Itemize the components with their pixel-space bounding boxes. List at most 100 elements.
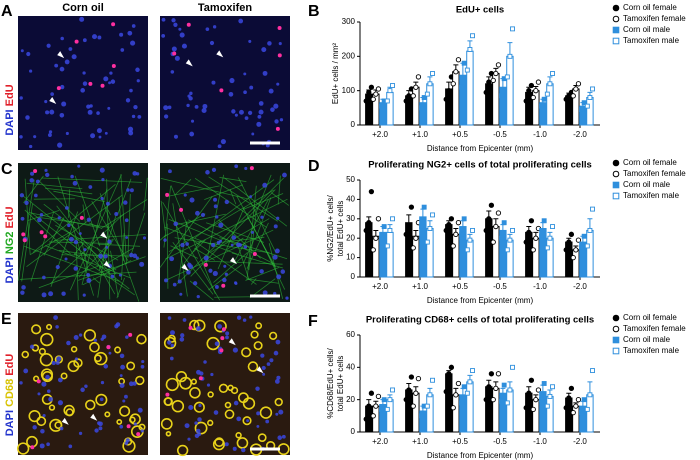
nucleus — [163, 105, 169, 111]
nucleus — [124, 218, 129, 223]
data-point — [413, 235, 419, 241]
macrophage — [126, 361, 136, 371]
data-point — [455, 57, 462, 63]
data-point — [373, 91, 379, 97]
data-point — [539, 233, 545, 239]
data-point — [579, 410, 585, 416]
bar — [459, 394, 467, 433]
arrowhead — [103, 260, 111, 268]
data-point — [413, 390, 419, 396]
nucleus — [92, 34, 98, 40]
fiber — [268, 243, 284, 299]
legend-label: Tamoxifen female — [623, 324, 686, 333]
nucleus — [233, 400, 239, 406]
stain: CD68 — [4, 379, 16, 407]
data-point — [544, 245, 550, 251]
bar — [426, 394, 434, 433]
chart-title: Proliferating CD68+ cells of total proli… — [366, 315, 594, 326]
macrophage — [39, 352, 54, 367]
bar — [586, 229, 594, 278]
data-point — [504, 400, 510, 406]
fiber — [41, 177, 143, 183]
nucleus — [110, 79, 116, 84]
nucleus — [40, 428, 45, 434]
nucleus — [68, 236, 74, 242]
nucleus — [93, 338, 98, 343]
nucleus — [265, 419, 270, 424]
nucleus — [98, 135, 102, 139]
fiber — [180, 240, 202, 269]
fiber — [106, 178, 111, 300]
fiber — [55, 224, 119, 261]
nucleus — [68, 47, 73, 51]
data-point — [387, 227, 393, 233]
data-point — [450, 81, 456, 87]
data-point — [390, 83, 395, 88]
nucleus — [238, 18, 244, 24]
y-axis-label: EdU+ cells / mm² — [331, 43, 340, 104]
data-point — [410, 403, 416, 409]
nucleus — [86, 272, 91, 277]
nucleus — [104, 131, 108, 135]
nucleus — [127, 30, 133, 36]
edu-cell — [219, 88, 224, 93]
nucleus — [120, 364, 126, 370]
nucleus — [163, 238, 167, 242]
nucleus — [44, 100, 48, 104]
macrophage — [236, 437, 249, 449]
data-point — [570, 409, 576, 416]
data-point — [443, 96, 449, 102]
legend-label: Tamoxifen female — [623, 169, 686, 178]
nucleus — [179, 337, 185, 342]
nucleus — [119, 383, 125, 389]
edu-cell — [220, 336, 225, 341]
macrophage — [16, 442, 30, 455]
data-point — [504, 247, 510, 253]
x-tick-label: +2.0 — [372, 437, 388, 446]
macrophage — [224, 401, 232, 409]
nucleus — [186, 103, 190, 108]
legend-label: Tamoxifen male — [623, 346, 680, 355]
stain-label: DAPI CD68 EdU — [4, 354, 16, 437]
edu-cell — [128, 332, 133, 337]
nucleus — [262, 290, 268, 296]
macrophage — [40, 332, 54, 347]
nucleus — [217, 324, 223, 329]
stain: EdU — [4, 206, 16, 228]
fiber — [174, 179, 192, 196]
nucleus — [29, 344, 35, 349]
bar — [525, 392, 533, 433]
column-header: Corn oil — [62, 2, 104, 14]
fiber — [218, 219, 261, 259]
macrophage — [31, 324, 42, 335]
nucleus — [41, 381, 47, 387]
legend-marker — [612, 15, 620, 23]
nucleus — [276, 216, 280, 220]
nucleus — [249, 195, 253, 198]
nucleus — [250, 230, 254, 234]
data-point — [363, 416, 369, 422]
data-point — [427, 81, 433, 87]
nucleus — [60, 84, 65, 90]
data-point — [550, 224, 555, 230]
nucleus — [285, 296, 289, 300]
y-tick-label: 0 — [351, 120, 356, 129]
nucleus — [274, 248, 280, 254]
bar — [499, 86, 507, 126]
nucleus — [169, 356, 174, 361]
nucleus — [107, 106, 111, 110]
nucleus — [247, 110, 253, 116]
fiber — [19, 271, 137, 280]
fiber — [208, 176, 279, 222]
fiber — [163, 213, 206, 238]
y-tick-label: 0 — [351, 427, 356, 436]
macrophage — [165, 430, 172, 437]
nucleus — [97, 35, 102, 40]
fiber — [24, 209, 71, 255]
data-point — [570, 93, 576, 99]
arrowhead — [61, 417, 69, 425]
data-point — [563, 405, 569, 411]
data-point — [424, 239, 430, 245]
nucleus — [80, 88, 86, 93]
macrophage — [189, 319, 200, 331]
